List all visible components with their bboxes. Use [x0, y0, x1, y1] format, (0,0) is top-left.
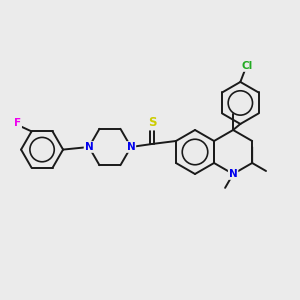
Text: Cl: Cl	[242, 61, 253, 71]
Text: S: S	[148, 116, 156, 130]
Text: N: N	[127, 142, 135, 152]
Text: N: N	[85, 142, 93, 152]
Text: N: N	[229, 169, 238, 179]
Text: F: F	[14, 118, 21, 128]
